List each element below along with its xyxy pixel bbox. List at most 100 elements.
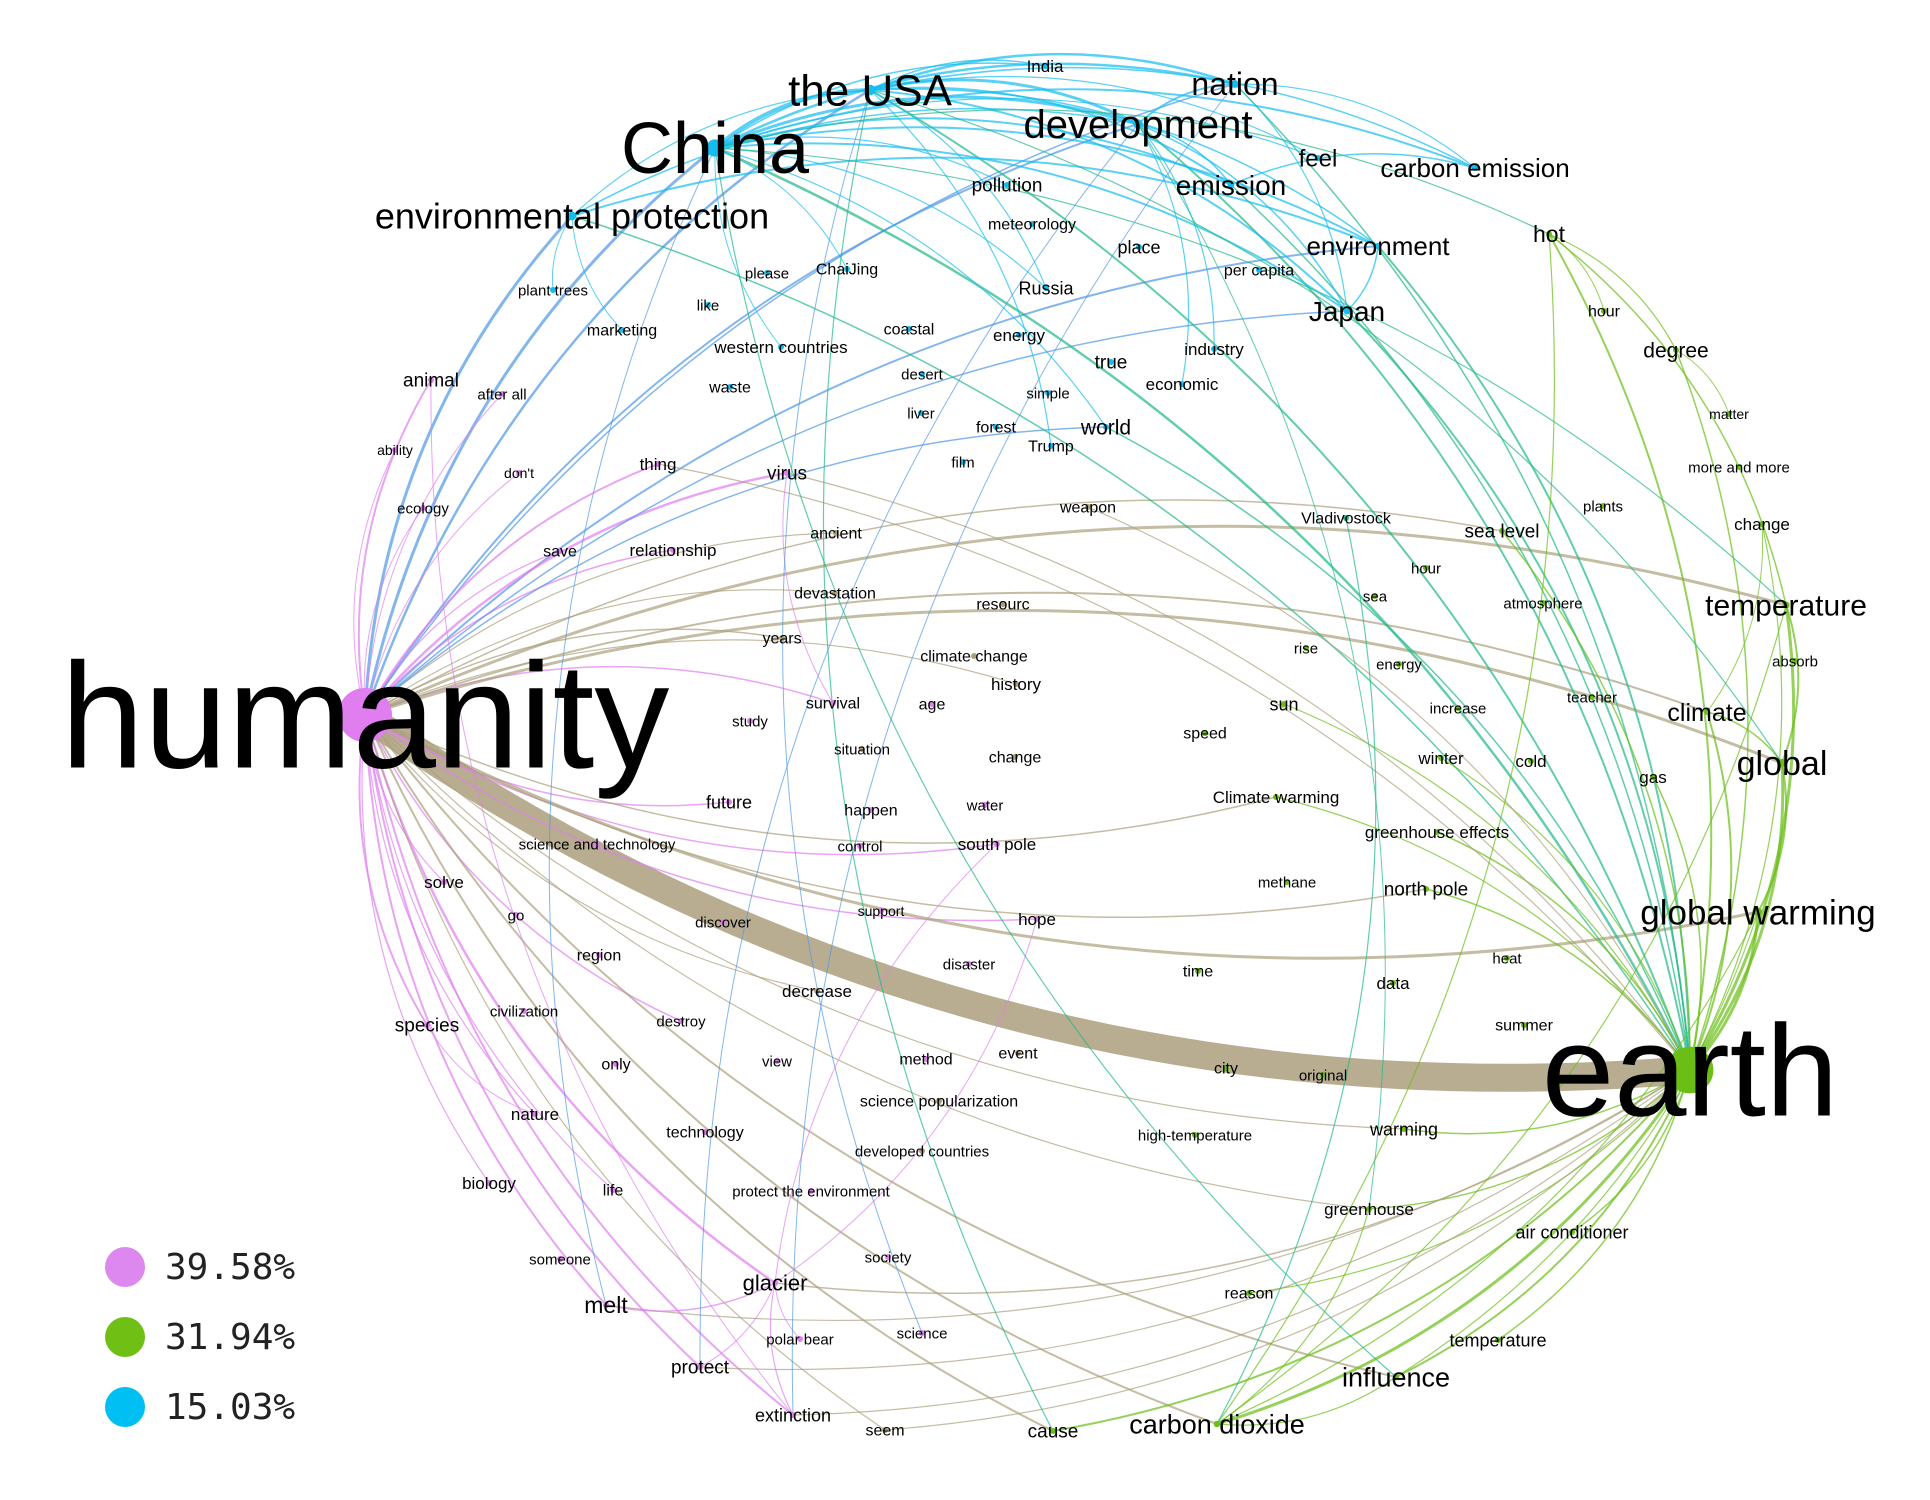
node-co2[interactable] xyxy=(1213,1420,1221,1428)
node-global[interactable] xyxy=(1777,758,1787,768)
node-ecology[interactable] xyxy=(420,505,426,511)
node-society[interactable] xyxy=(885,1254,891,1260)
node-carbonemission[interactable] xyxy=(1471,164,1479,172)
node-developed[interactable] xyxy=(919,1148,925,1154)
node-disaster[interactable] xyxy=(966,961,972,967)
node-energy1[interactable] xyxy=(1016,332,1022,338)
node-method[interactable] xyxy=(923,1056,929,1062)
node-absorb[interactable] xyxy=(1792,658,1798,664)
node-city[interactable] xyxy=(1223,1065,1229,1071)
node-temperature2[interactable] xyxy=(1495,1337,1501,1343)
node-temperature[interactable] xyxy=(1782,601,1790,609)
node-methane[interactable] xyxy=(1284,879,1290,885)
node-ability[interactable] xyxy=(392,447,398,453)
node-glacier[interactable] xyxy=(772,1280,778,1286)
node-scitech[interactable] xyxy=(594,841,600,847)
node-species[interactable] xyxy=(424,1022,430,1028)
node-years[interactable] xyxy=(779,635,785,641)
node-southpole[interactable] xyxy=(994,841,1000,847)
node-thing[interactable] xyxy=(655,461,661,467)
node-film[interactable] xyxy=(960,459,966,465)
node-industry[interactable] xyxy=(1211,346,1217,352)
node-hope[interactable] xyxy=(1034,916,1040,922)
node-environment[interactable] xyxy=(1374,242,1382,250)
node-pollution[interactable] xyxy=(1004,182,1010,188)
node-protect[interactable] xyxy=(697,1364,703,1370)
node-development[interactable] xyxy=(1133,119,1143,129)
node-happen[interactable] xyxy=(868,807,874,813)
node-gas[interactable] xyxy=(1650,774,1656,780)
node-resourc[interactable] xyxy=(1000,601,1006,607)
node-age[interactable] xyxy=(929,701,935,707)
node-coastal[interactable] xyxy=(906,326,912,332)
node-northpole[interactable] xyxy=(1423,886,1429,892)
node-study[interactable] xyxy=(747,718,753,724)
node-event[interactable] xyxy=(1015,1050,1021,1056)
node-change1[interactable] xyxy=(1012,754,1018,760)
node-situation[interactable] xyxy=(859,746,865,752)
node-heat[interactable] xyxy=(1504,955,1510,961)
node-someone[interactable] xyxy=(557,1256,563,1262)
node-earth[interactable] xyxy=(1666,1046,1714,1094)
node-decrease[interactable] xyxy=(814,988,820,994)
node-cause[interactable] xyxy=(1050,1428,1056,1434)
node-destroy[interactable] xyxy=(678,1018,684,1024)
node-relationship[interactable] xyxy=(670,547,676,553)
node-economic[interactable] xyxy=(1179,381,1185,387)
node-civilization[interactable] xyxy=(521,1008,527,1014)
node-devastation[interactable] xyxy=(832,590,838,596)
node-survival[interactable] xyxy=(830,700,836,706)
node-speed[interactable] xyxy=(1202,730,1208,736)
node-increase[interactable] xyxy=(1455,705,1461,711)
node-sealevel[interactable] xyxy=(1499,528,1505,534)
node-hightemp[interactable] xyxy=(1192,1132,1198,1138)
node-planttrees[interactable] xyxy=(550,287,556,293)
node-like[interactable] xyxy=(705,302,711,308)
node-place[interactable] xyxy=(1136,244,1142,250)
node-only[interactable] xyxy=(613,1061,619,1067)
node-climate[interactable] xyxy=(1704,709,1710,715)
node-airconditioner[interactable] xyxy=(1569,1229,1575,1235)
node-support[interactable] xyxy=(878,908,884,914)
node-usa[interactable] xyxy=(864,84,876,96)
node-ancient[interactable] xyxy=(833,530,839,536)
node-rise[interactable] xyxy=(1303,645,1309,651)
node-percapita[interactable] xyxy=(1256,267,1262,273)
node-hour[interactable] xyxy=(1601,308,1607,314)
node-plants[interactable] xyxy=(1600,503,1606,509)
node-control[interactable] xyxy=(857,843,863,849)
node-desert[interactable] xyxy=(919,371,925,377)
node-discover[interactable] xyxy=(720,919,726,925)
node-future[interactable] xyxy=(726,799,732,805)
node-save[interactable] xyxy=(557,548,563,554)
node-western[interactable] xyxy=(778,344,784,350)
node-humanity[interactable] xyxy=(338,688,392,742)
node-greenhouse[interactable] xyxy=(1366,1206,1372,1212)
node-sun[interactable] xyxy=(1281,701,1287,707)
node-afterall[interactable] xyxy=(499,391,505,397)
node-hot[interactable] xyxy=(1546,231,1552,237)
node-sea[interactable] xyxy=(1372,593,1378,599)
node-life[interactable] xyxy=(610,1187,616,1193)
node-solve[interactable] xyxy=(441,879,447,885)
node-china[interactable] xyxy=(706,139,724,157)
node-greenhouseeffects[interactable] xyxy=(1434,829,1440,835)
node-science[interactable] xyxy=(919,1330,925,1336)
node-virus[interactable] xyxy=(784,470,790,476)
node-change2[interactable] xyxy=(1759,521,1765,527)
node-protectenv[interactable] xyxy=(808,1188,814,1194)
node-reason[interactable] xyxy=(1246,1290,1252,1296)
node-forest[interactable] xyxy=(993,424,999,430)
node-envprot[interactable] xyxy=(567,211,577,221)
node-india[interactable] xyxy=(1042,63,1048,69)
node-energy2[interactable] xyxy=(1396,661,1402,667)
node-water[interactable] xyxy=(982,802,988,808)
node-influence[interactable] xyxy=(1392,1373,1400,1381)
node-seem[interactable] xyxy=(882,1427,888,1433)
node-scipop[interactable] xyxy=(936,1098,942,1104)
node-nature[interactable] xyxy=(532,1111,538,1117)
node-globalwarming[interactable] xyxy=(1753,907,1763,917)
node-teacher[interactable] xyxy=(1589,694,1595,700)
node-meteorology[interactable] xyxy=(1029,221,1035,227)
node-original[interactable] xyxy=(1320,1072,1326,1078)
